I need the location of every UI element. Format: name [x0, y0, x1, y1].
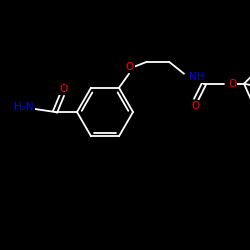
- Text: O: O: [191, 101, 199, 111]
- Text: O: O: [126, 62, 134, 72]
- Text: O: O: [228, 79, 236, 89]
- Text: O: O: [59, 84, 67, 94]
- Text: NH: NH: [189, 72, 204, 82]
- Text: H₂N: H₂N: [14, 102, 34, 112]
